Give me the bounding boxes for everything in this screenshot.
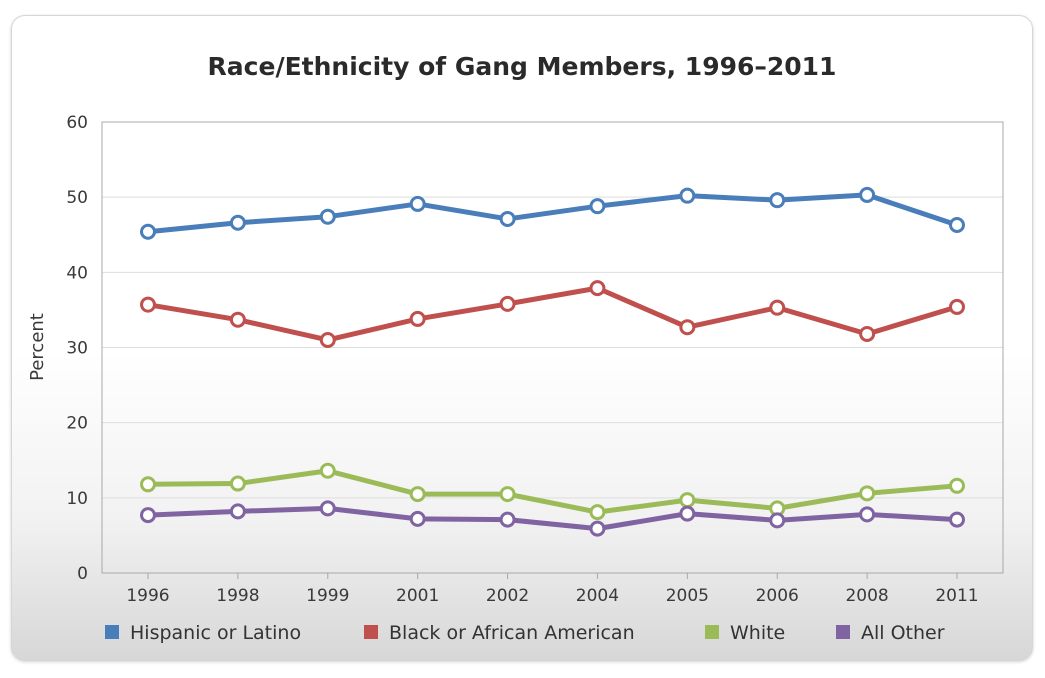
data-point[interactable]	[140, 223, 156, 240]
x-tick-label: 2005	[666, 586, 709, 606]
x-tick-label: 1996	[126, 586, 169, 606]
data-point[interactable]	[949, 216, 965, 233]
data-point[interactable]	[229, 503, 246, 520]
data-point[interactable]	[319, 331, 336, 348]
data-point[interactable]	[589, 198, 606, 215]
legend-swatch	[364, 625, 378, 639]
data-point[interactable]	[229, 311, 246, 328]
data-point[interactable]	[409, 486, 426, 503]
data-point[interactable]	[499, 511, 516, 528]
series-line	[145, 285, 960, 343]
legend-item[interactable]: White	[705, 622, 785, 644]
y-tick-label: 50	[66, 188, 88, 208]
series-line	[145, 192, 960, 235]
y-tick-label: 10	[66, 489, 88, 509]
legend: Hispanic or Latino Black or African Ameri…	[105, 622, 945, 644]
data-point[interactable]	[679, 505, 696, 522]
x-axis-ticks: 1996 1998 1999 2001 2002 2004 2005 2006 2008 2011	[126, 573, 979, 606]
data-point[interactable]	[589, 280, 606, 297]
data-point[interactable]	[589, 520, 606, 537]
y-tick-label: 40	[66, 263, 88, 283]
y-tick-label: 30	[66, 339, 88, 359]
legend-label: Black or African American	[389, 622, 635, 644]
x-tick-label: 2004	[576, 586, 619, 606]
x-tick-label: 1999	[306, 586, 349, 606]
series-0	[140, 186, 965, 240]
data-point[interactable]	[499, 295, 516, 312]
data-point[interactable]	[140, 296, 156, 313]
data-point[interactable]	[859, 186, 876, 203]
x-tick-label: 1998	[216, 586, 259, 606]
data-point[interactable]	[140, 507, 156, 524]
data-point[interactable]	[319, 500, 336, 517]
legend-label: All Other	[861, 622, 945, 644]
data-point[interactable]	[949, 477, 965, 494]
gridlines	[102, 196, 1003, 499]
data-point[interactable]	[769, 299, 786, 316]
x-tick-label: 2011	[935, 586, 978, 606]
legend-label: Hispanic or Latino	[130, 622, 301, 644]
data-point[interactable]	[859, 485, 876, 502]
data-point[interactable]	[769, 512, 786, 529]
y-tick-label: 20	[66, 414, 88, 434]
data-point[interactable]	[229, 214, 246, 231]
series-lines	[140, 186, 965, 537]
legend-item[interactable]: Hispanic or Latino	[105, 622, 301, 644]
data-point[interactable]	[859, 506, 876, 523]
plot-area-frame	[101, 121, 1004, 574]
y-tick-label: 60	[66, 113, 88, 133]
legend-item[interactable]: All Other	[836, 622, 945, 644]
legend-swatch	[705, 625, 719, 639]
x-tick-label: 2006	[756, 586, 799, 606]
data-point[interactable]	[679, 187, 696, 204]
data-point[interactable]	[409, 510, 426, 527]
data-point[interactable]	[679, 319, 696, 336]
data-point[interactable]	[589, 504, 606, 521]
series-1	[140, 280, 965, 348]
x-tick-label: 2008	[845, 586, 888, 606]
data-point[interactable]	[319, 208, 336, 225]
data-point[interactable]	[499, 486, 516, 503]
y-tick-label: 0	[77, 564, 88, 584]
data-point[interactable]	[949, 511, 965, 528]
data-point[interactable]	[140, 476, 156, 493]
series-line	[145, 505, 960, 532]
x-tick-label: 2001	[396, 586, 439, 606]
data-point[interactable]	[409, 310, 426, 327]
data-point[interactable]	[229, 475, 246, 492]
data-point[interactable]	[859, 325, 876, 342]
legend-swatch	[836, 625, 850, 639]
series-3	[140, 500, 965, 537]
chart-title: Race/Ethnicity of Gang Members, 1996–201…	[208, 52, 837, 81]
legend-label: White	[730, 622, 785, 644]
legend-item[interactable]: Black or African American	[364, 622, 635, 644]
data-point[interactable]	[499, 210, 516, 227]
legend-swatch	[105, 625, 119, 639]
data-point[interactable]	[769, 192, 786, 209]
x-tick-label: 2002	[486, 586, 529, 606]
data-point[interactable]	[319, 462, 336, 479]
data-point[interactable]	[949, 298, 965, 315]
series-2	[140, 462, 965, 521]
data-point[interactable]	[679, 492, 696, 509]
y-axis-ticks: 0 10 20 30 40 50 60	[66, 113, 88, 584]
data-point[interactable]	[409, 195, 426, 212]
series-line	[145, 468, 960, 515]
y-axis-label: Percent	[27, 313, 48, 381]
